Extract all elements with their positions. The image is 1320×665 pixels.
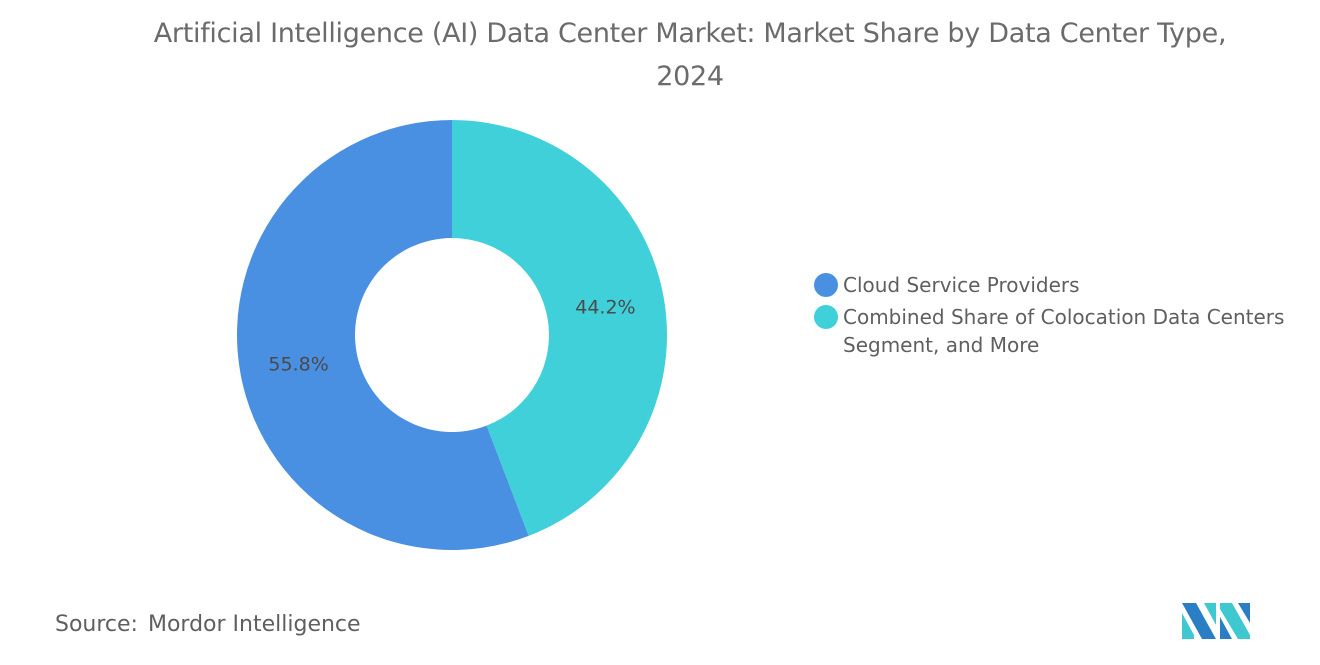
legend-item-colocation: Combined Share of Colocation Data Center… xyxy=(814,303,1314,359)
source-value: Mordor Intelligence xyxy=(147,612,361,637)
legend-item-cloud-service-providers: Cloud Service Providers xyxy=(814,271,1314,299)
legend-label: Cloud Service Providers xyxy=(843,273,1080,297)
data-label-1: 44.2% xyxy=(575,297,635,319)
legend: Cloud Service Providers Combined Share o… xyxy=(814,271,1314,363)
legend-swatch xyxy=(814,273,838,297)
legend-label: Combined Share of Colocation Data Center… xyxy=(843,305,1285,357)
slice-1 xyxy=(452,120,667,536)
source-label: Source: xyxy=(55,612,138,637)
data-label-0: 55.8% xyxy=(268,353,328,375)
chart-title: Artificial Intelligence (AI) Data Center… xyxy=(153,18,1227,92)
source-note: Source: Mordor Intelligence xyxy=(55,612,361,637)
mordor-intelligence-logo-icon xyxy=(1182,603,1250,639)
slice-0 xyxy=(237,120,529,550)
legend-swatch xyxy=(814,305,838,329)
